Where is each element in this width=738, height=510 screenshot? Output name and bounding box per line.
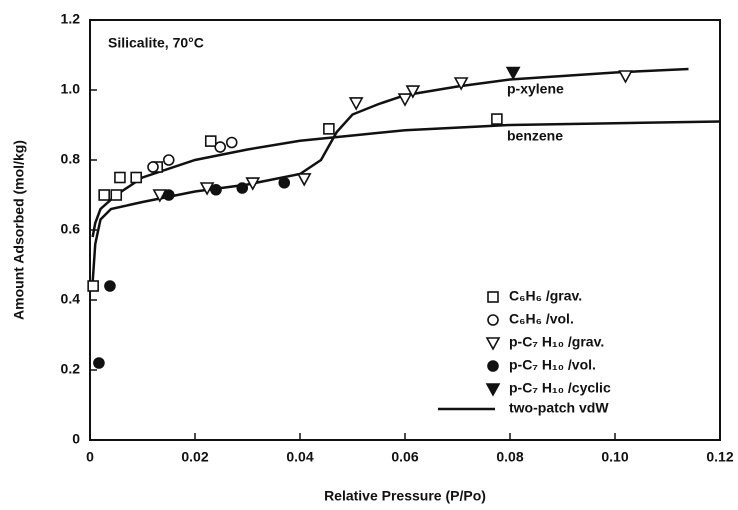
data-point (453, 77, 469, 91)
curve-label: p-xylene (507, 81, 564, 97)
data-point (87, 280, 99, 292)
data-point (98, 189, 110, 201)
data-point (491, 113, 503, 125)
y-tick-label: 0 (72, 431, 80, 447)
data-point (93, 357, 105, 369)
data-point (110, 189, 123, 201)
annotation: Silicalite, 70°C (108, 35, 204, 51)
data-point (210, 183, 222, 196)
y-axis-label: Amount Adsorbed (mol/kg) (11, 140, 27, 320)
x-tick-label: 0 (86, 449, 94, 465)
data-point (278, 176, 291, 189)
x-tick-label: 0.12 (706, 449, 733, 465)
data-point (199, 182, 215, 196)
data-point (204, 135, 217, 147)
legend-label: C₆H₆ /grav. (509, 288, 582, 304)
legend-label: p-C₇ H₁₀ /vol. (509, 357, 596, 373)
fit-curve (91, 67, 689, 283)
x-tick-label: 0.06 (391, 449, 418, 465)
y-tick-label: 1.0 (61, 81, 81, 97)
data-point (104, 280, 116, 292)
data-point (296, 173, 312, 187)
data-point (214, 141, 226, 153)
legend-label: p-C₇ H₁₀ /cyclic (509, 380, 611, 396)
legend-symbol (487, 360, 499, 372)
data-point (162, 189, 175, 201)
x-tick-label: 0.08 (496, 449, 523, 465)
data-point (114, 171, 126, 184)
legend-symbol (487, 291, 499, 303)
legend-symbol (485, 337, 501, 351)
legend-label: p-C₇ H₁₀ /grav. (509, 334, 604, 350)
x-tick-label: 0.04 (286, 449, 313, 465)
data-point (323, 123, 335, 135)
data-point (236, 182, 249, 194)
y-tick-label: 0.8 (61, 151, 81, 167)
legend-symbol (487, 314, 499, 326)
y-tick-label: 0.4 (61, 291, 81, 307)
data-point (618, 70, 633, 84)
data-point (130, 171, 142, 184)
data-point (225, 136, 238, 149)
y-tick-label: 1.2 (61, 11, 81, 27)
curve-label: benzene (507, 128, 563, 144)
x-axis-label: Relative Pressure (P/Po) (324, 488, 486, 504)
data-point (405, 85, 421, 99)
y-tick-label: 0.2 (61, 361, 81, 377)
legend-label: two-patch vdW (509, 400, 609, 416)
fit-curve (91, 120, 721, 238)
y-tick-label: 0.6 (61, 221, 81, 237)
x-tick-label: 0.10 (601, 449, 628, 465)
data-point (245, 177, 261, 191)
x-tick-label: 0.02 (181, 449, 208, 465)
data-point (162, 154, 175, 166)
legend-symbol (485, 383, 501, 397)
data-point (152, 189, 168, 203)
legend-label: C₆H₆ /vol. (509, 311, 574, 327)
data-point (348, 97, 364, 111)
data-point (397, 93, 413, 107)
data-point (147, 161, 159, 173)
data-point (505, 66, 521, 81)
